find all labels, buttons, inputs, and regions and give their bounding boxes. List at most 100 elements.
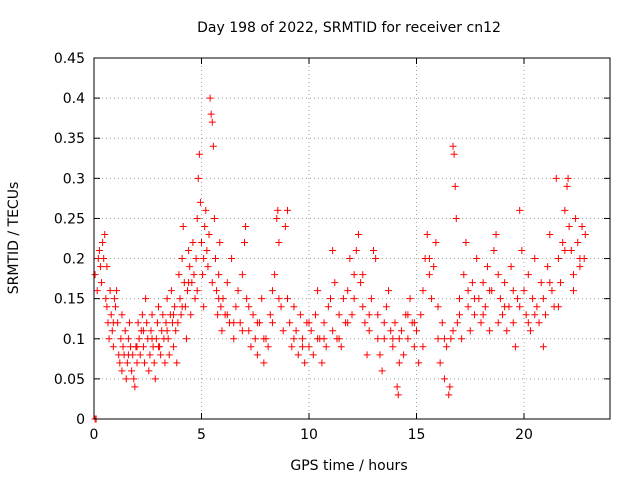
data-point: [161, 359, 169, 367]
data-point: [217, 303, 225, 311]
data-point: [320, 319, 328, 327]
data-point: [193, 214, 201, 222]
x-tick-label: 10: [300, 427, 318, 443]
data-point: [141, 359, 149, 367]
data-point: [329, 327, 337, 335]
data-point: [147, 327, 155, 335]
data-point: [167, 287, 175, 295]
data-point: [286, 319, 294, 327]
data-point: [204, 263, 212, 271]
data-point: [567, 247, 575, 255]
data-point: [192, 255, 200, 263]
data-point: [101, 230, 109, 238]
data-point: [406, 295, 414, 303]
data-point: [139, 343, 147, 351]
data-point: [417, 311, 425, 319]
data-point: [359, 303, 367, 311]
data-point: [110, 295, 118, 303]
data-point: [271, 271, 279, 279]
data-point: [107, 311, 115, 319]
data-point: [576, 255, 584, 263]
data-point: [155, 303, 162, 311]
data-point: [327, 295, 334, 303]
data-point: [471, 295, 479, 303]
data-point: [211, 255, 219, 263]
data-point: [387, 327, 395, 335]
data-point: [318, 359, 326, 367]
data-point: [440, 375, 448, 383]
data-point: [578, 222, 586, 230]
data-point: [564, 174, 572, 182]
data-point: [170, 311, 178, 319]
data-point: [151, 375, 159, 383]
data-point: [400, 351, 408, 359]
data-point: [191, 295, 199, 303]
data-point: [335, 311, 343, 319]
x-tick-label: 0: [90, 427, 99, 443]
data-point: [404, 311, 412, 319]
data-point: [531, 255, 539, 263]
data-point: [214, 311, 222, 319]
data-point: [245, 303, 253, 311]
data-point: [516, 206, 524, 214]
data-point: [174, 319, 182, 327]
data-point: [213, 287, 221, 295]
data-point: [456, 295, 463, 303]
data-point: [314, 287, 322, 295]
data-point: [449, 327, 457, 335]
data-point: [290, 303, 298, 311]
data-point: [148, 335, 156, 343]
data-point: [199, 271, 207, 279]
data-point: [207, 110, 215, 118]
data-point: [178, 303, 186, 311]
data-point: [432, 239, 440, 247]
chart-title: Day 198 of 2022, SRMTID for receiver cn1…: [197, 20, 501, 36]
data-point: [468, 279, 476, 287]
data-point: [159, 311, 167, 319]
data-point: [96, 263, 104, 271]
data-point: [309, 351, 317, 359]
data-point: [143, 319, 151, 327]
data-point: [109, 319, 117, 327]
data-point: [503, 327, 511, 335]
plot-frame: [93, 57, 611, 420]
data-point: [146, 351, 154, 359]
data-point: [410, 343, 418, 351]
x-axis-label: GPS time / hours: [290, 458, 407, 474]
data-point: [178, 255, 186, 263]
data-point: [260, 335, 268, 343]
data-point: [434, 335, 442, 343]
data-point: [561, 206, 569, 214]
data-point: [281, 222, 289, 230]
data-point: [509, 319, 517, 327]
data-point: [172, 327, 180, 335]
data-point: [542, 311, 549, 319]
data-point: [223, 279, 231, 287]
data-point: [164, 335, 172, 343]
data-point: [404, 335, 412, 343]
data-point: [117, 335, 125, 343]
data-point: [284, 295, 291, 303]
data-point: [331, 279, 339, 287]
data-point: [292, 327, 300, 335]
data-point: [294, 351, 302, 359]
data-point: [395, 335, 403, 343]
data-point: [123, 359, 131, 367]
data-point: [290, 335, 298, 343]
data-point: [471, 311, 479, 319]
data-point: [215, 271, 223, 279]
data-point: [131, 383, 139, 391]
data-point: [218, 327, 226, 335]
x-tick-label: 15: [408, 427, 426, 443]
data-point: [438, 319, 446, 327]
data-point: [135, 335, 143, 343]
data-point: [415, 359, 423, 367]
data-point: [370, 247, 377, 255]
data-point: [546, 279, 554, 287]
data-point: [260, 359, 268, 367]
data-point: [311, 311, 319, 319]
data-point: [367, 295, 375, 303]
data-point: [134, 319, 142, 327]
data-point: [378, 367, 386, 375]
data-point: [177, 311, 185, 319]
